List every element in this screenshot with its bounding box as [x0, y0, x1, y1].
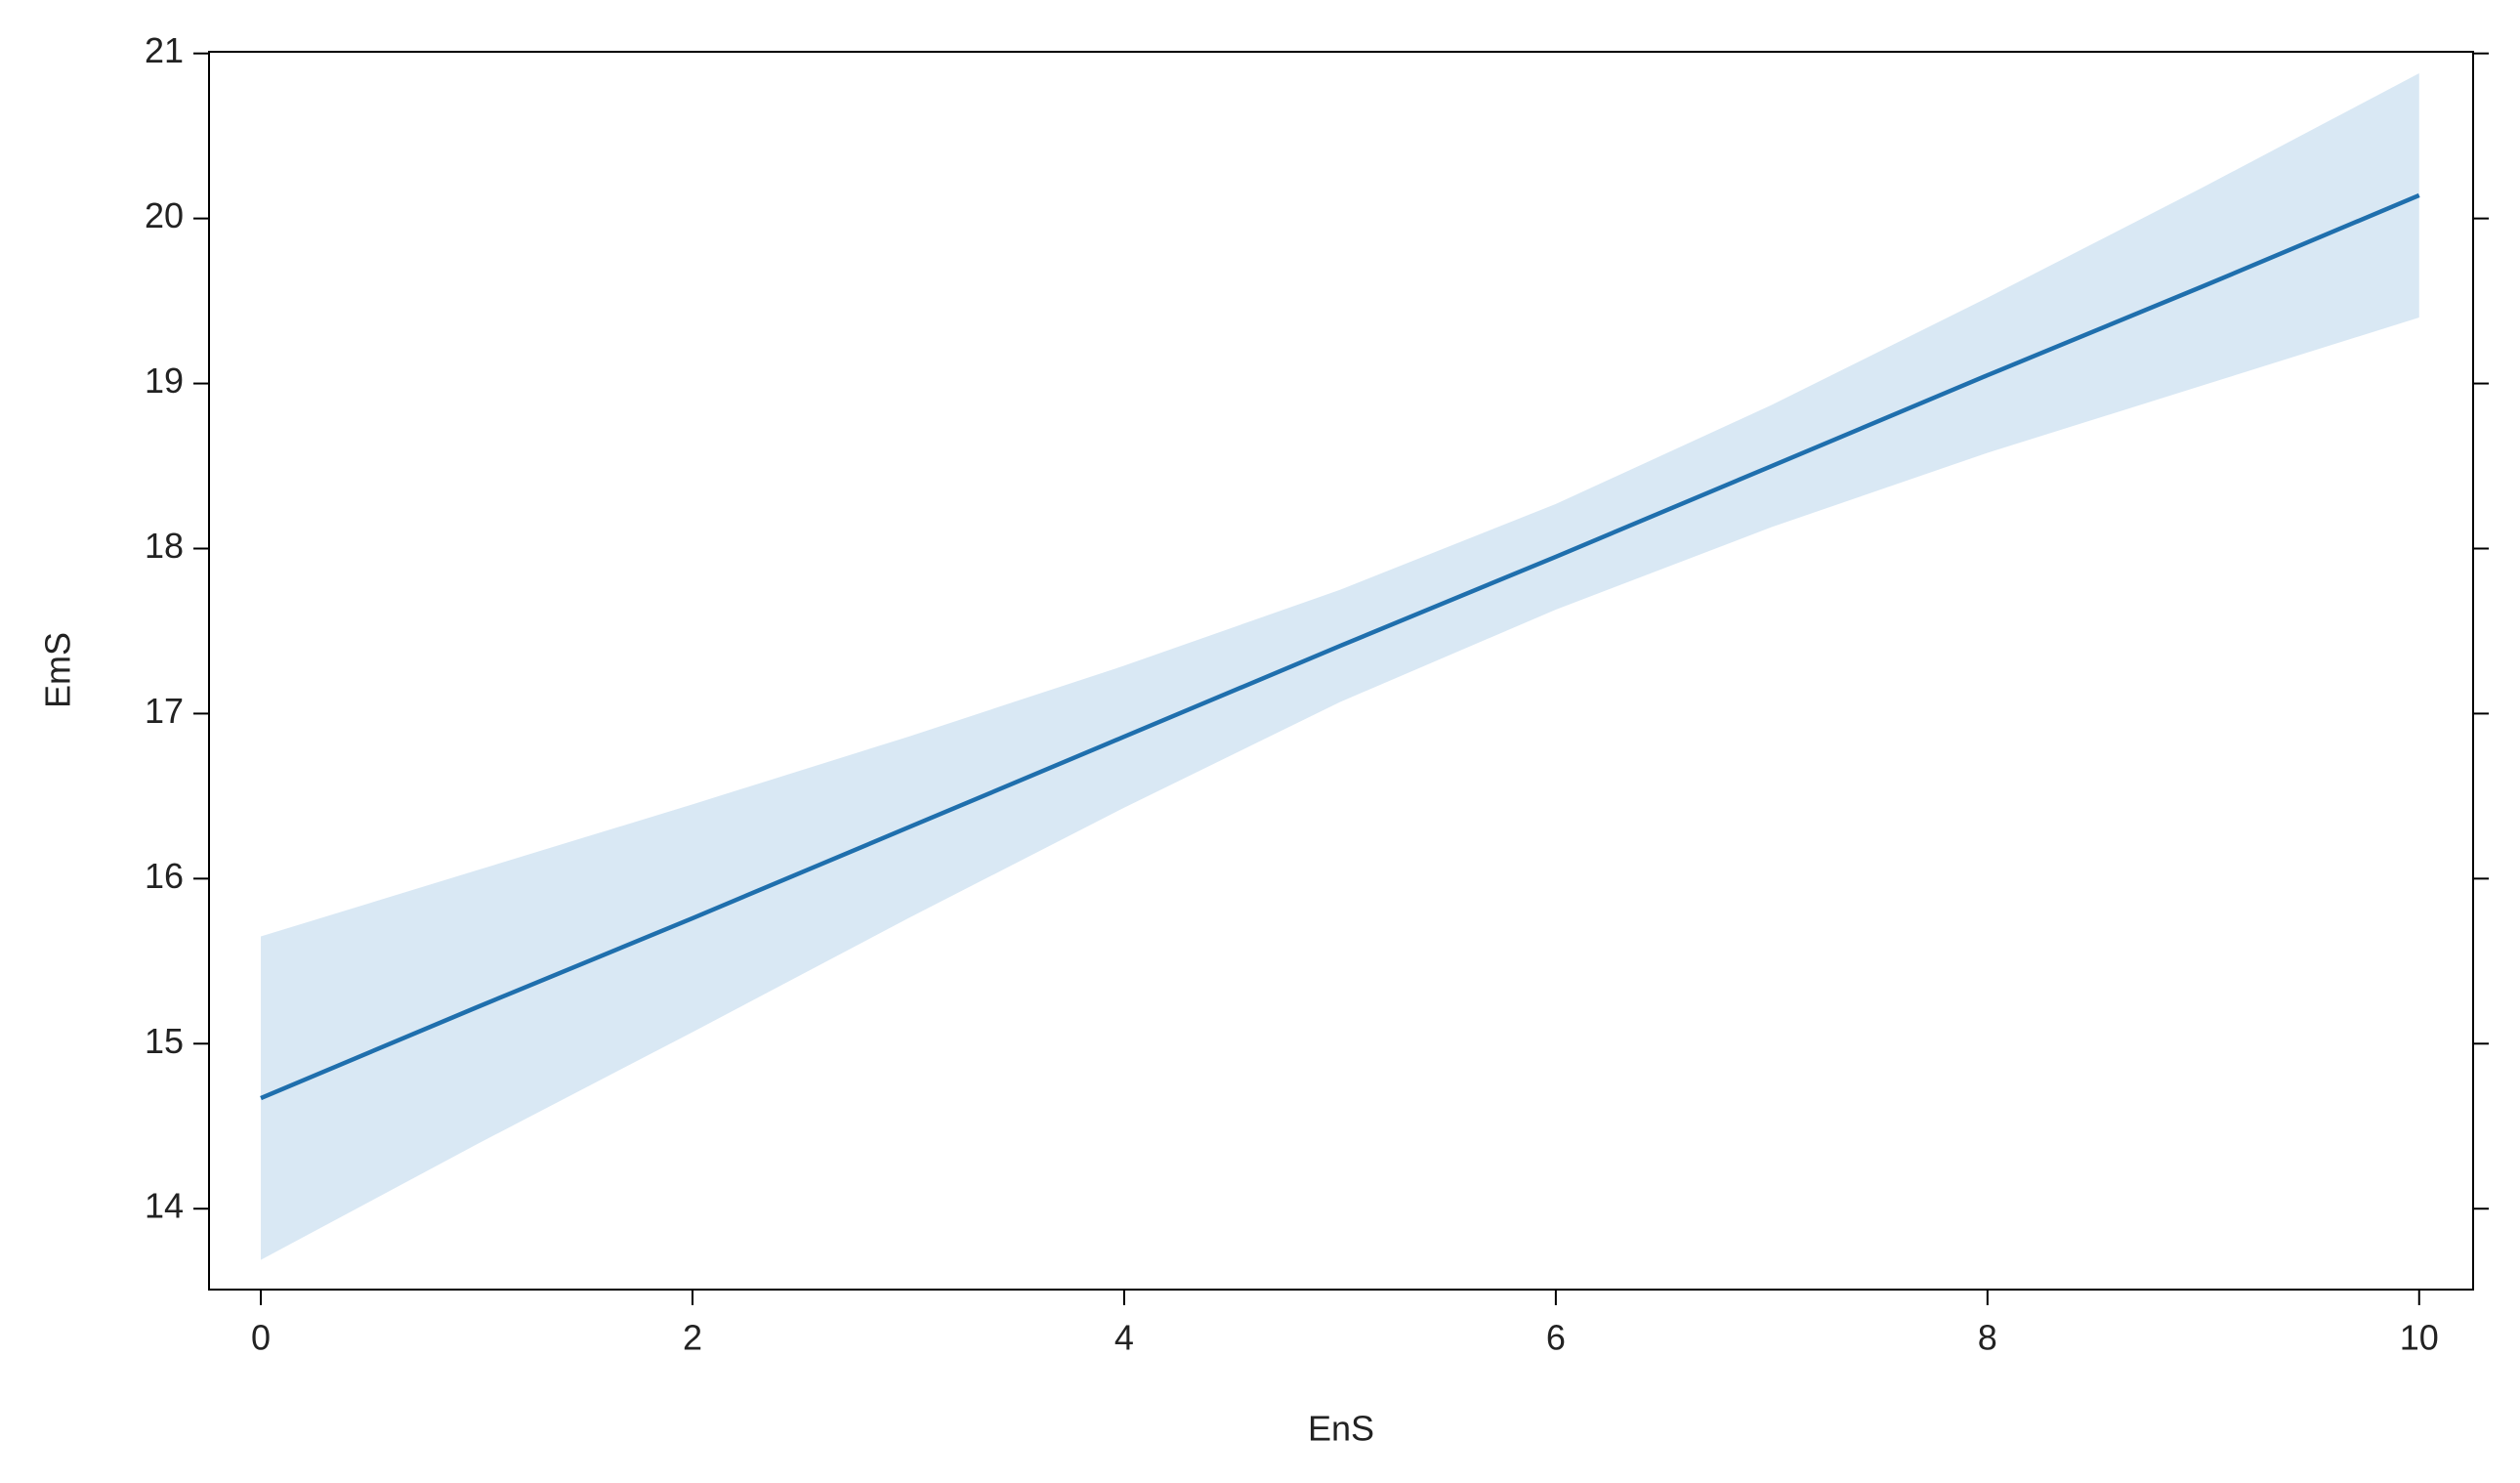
y-tick-label: 21	[145, 30, 184, 70]
y-tick-label: 14	[145, 1186, 184, 1226]
line	[260, 192, 2420, 1101]
x-tick-label: 0	[251, 1318, 271, 1358]
y-tick-label: 19	[145, 360, 184, 401]
y-tick-label: 15	[145, 1021, 184, 1061]
x-tick-label: 6	[1546, 1318, 1566, 1358]
y-tick-label: 18	[145, 526, 184, 566]
y-tick-label: 16	[145, 856, 184, 896]
x-tick-label: 8	[1978, 1318, 1997, 1358]
x-tick-label: 10	[2400, 1318, 2439, 1358]
plot-frame	[208, 51, 2474, 1291]
y-axis-label: EmS	[38, 632, 78, 708]
x-axis-label: EnS	[1308, 1409, 1374, 1449]
confidence-band	[261, 72, 2419, 1260]
x-tick-label: 4	[1114, 1318, 1134, 1358]
y-tick-label: 17	[145, 691, 184, 731]
y-tick-label: 20	[145, 195, 184, 235]
x-tick-label: 2	[683, 1318, 702, 1358]
